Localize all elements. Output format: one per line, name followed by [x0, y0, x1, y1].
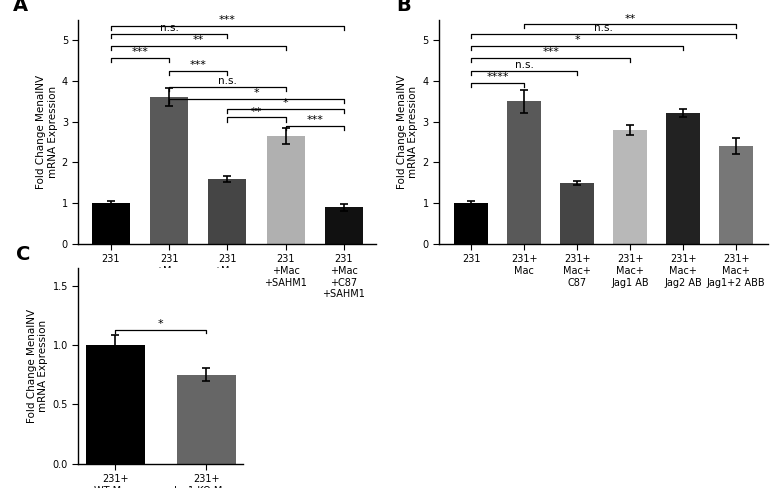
Y-axis label: Fold Change MenaINV
mRNA Expression: Fold Change MenaINV mRNA Expression [27, 309, 49, 423]
Text: **: ** [251, 106, 262, 117]
Bar [507, 101, 542, 244]
Text: ***: *** [219, 15, 236, 25]
Text: n.s.: n.s. [515, 60, 534, 70]
Bar [86, 346, 145, 464]
Text: *: * [575, 35, 580, 45]
Text: n.s.: n.s. [218, 76, 237, 86]
Text: **: ** [193, 35, 204, 45]
Y-axis label: Fold Change MenaINV
mRNA Expression: Fold Change MenaINV mRNA Expression [36, 75, 57, 189]
Text: ***: *** [543, 47, 559, 58]
Bar [719, 146, 753, 244]
Bar [613, 130, 648, 244]
Text: *: * [254, 88, 260, 98]
Text: ***: *** [190, 60, 207, 70]
Text: **: ** [625, 14, 636, 23]
Text: B: B [396, 0, 411, 15]
Bar [560, 183, 594, 244]
Text: C: C [16, 245, 31, 264]
Bar [176, 375, 235, 464]
Bar [209, 179, 246, 244]
Bar [151, 97, 188, 244]
Text: n.s.: n.s. [594, 23, 613, 33]
Text: ***: *** [132, 47, 148, 58]
Bar [666, 113, 700, 244]
Bar [454, 203, 488, 244]
Bar [92, 203, 130, 244]
Bar [267, 136, 304, 244]
Text: ***: *** [307, 115, 323, 125]
Text: A: A [13, 0, 28, 15]
Text: *: * [283, 99, 289, 108]
Text: *: * [158, 319, 164, 329]
Bar [325, 207, 363, 244]
Text: ****: **** [486, 72, 509, 82]
Y-axis label: Fold Change MenaINV
mRNA Expression: Fold Change MenaINV mRNA Expression [397, 75, 418, 189]
Text: n.s.: n.s. [160, 23, 179, 33]
